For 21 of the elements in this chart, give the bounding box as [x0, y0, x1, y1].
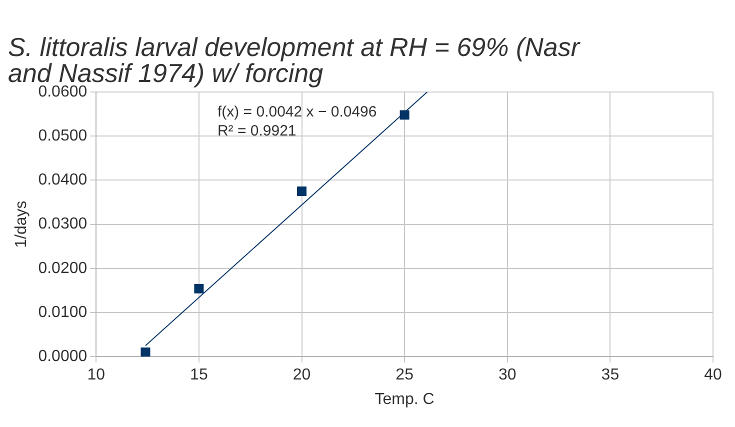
- x-tick-label: 35: [601, 366, 620, 384]
- annotation: R² = 0.9921: [217, 122, 296, 140]
- y-tick-label: 0.0100: [38, 304, 88, 321]
- annotation: f(x) = 0.0042 x − 0.0496: [217, 104, 377, 121]
- point: [194, 284, 204, 294]
- y-tick-label: 0.0300: [38, 216, 88, 233]
- point: [140, 347, 150, 357]
- y-tick-label: 0.0500: [38, 128, 88, 145]
- x-axis-title: Temp. C: [374, 390, 434, 408]
- x-tick-label: 25: [396, 366, 414, 384]
- y-tick-label: 0.0200: [38, 260, 88, 277]
- x-tick-label: 30: [498, 366, 516, 384]
- x-tick-label: 10: [87, 366, 106, 384]
- y-tick-label: 0.0400: [38, 172, 88, 189]
- y-axis-title: 1/days: [13, 200, 30, 248]
- x-tick-label: 40: [704, 366, 722, 384]
- point: [400, 110, 410, 120]
- x-tick-label: 20: [292, 366, 311, 384]
- point: [297, 186, 306, 196]
- x-tick-label: 15: [190, 366, 208, 384]
- y-tick-label: 0.0000: [38, 348, 88, 366]
